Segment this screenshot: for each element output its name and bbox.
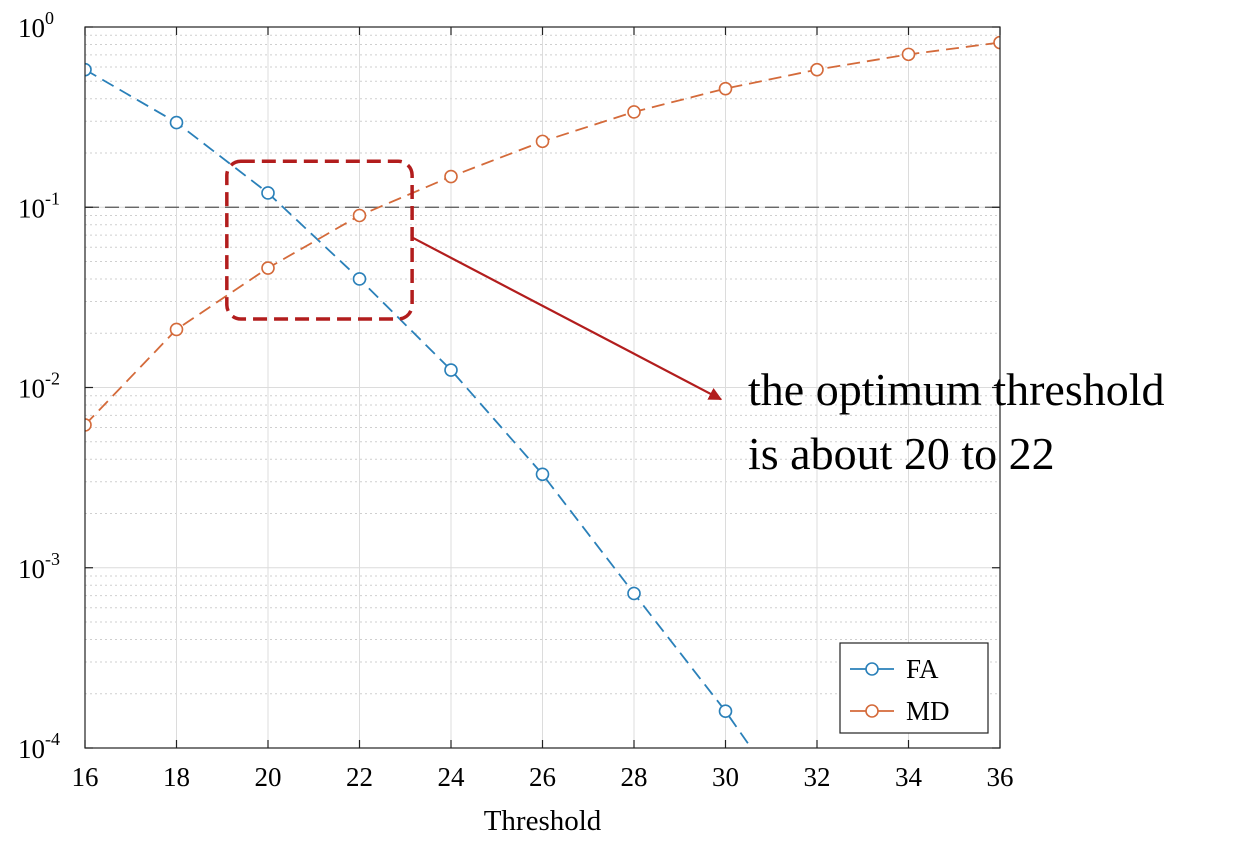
series-point-md [352, 208, 367, 223]
legend-box [839, 642, 989, 734]
x-tick-label: 28 [621, 762, 648, 792]
x-tick-label: 26 [529, 762, 556, 792]
x-axis-label: Threshold [484, 805, 602, 836]
series-point-md [718, 81, 733, 96]
annotation-text-line: the optimum threshold [748, 364, 1165, 415]
series-point-md [535, 134, 550, 149]
x-tick-label: 20 [255, 762, 282, 792]
tick-layer: 16 18 20 22 24 26 28 30 32 34 36 10-4 10-3 10-2 10-1 10… [18, 8, 1014, 792]
y-tick-label: 10-2 [18, 369, 60, 404]
series-point-md [85, 418, 92, 432]
y-tick-label: 100 [18, 8, 54, 43]
series-point-md [901, 47, 916, 62]
series-point-fa [261, 186, 275, 200]
annotation: the optimum threshold is about 20 to 22 [225, 159, 1165, 479]
series-point-fa [627, 586, 641, 601]
axis-labels: Threshold [484, 805, 602, 837]
series-point-md [810, 62, 824, 77]
series-point-md [169, 322, 184, 337]
series-point-md [261, 261, 275, 275]
annotation-arrow [411, 236, 723, 401]
x-tick-label: 30 [712, 762, 739, 792]
annotation-text-line: is about 20 to 22 [748, 428, 1055, 479]
series-point-fa [169, 115, 184, 130]
series-line-fa [85, 68, 753, 748]
x-tick-label: 16 [72, 762, 99, 792]
series-point-fa [718, 704, 733, 719]
y-tick-label: 10-1 [18, 188, 60, 223]
highlight-box [225, 159, 414, 321]
series-point-fa [444, 363, 458, 377]
series-point-fa [352, 272, 367, 286]
series-point-md [993, 35, 1000, 50]
y-tick-label: 10-4 [18, 729, 60, 764]
legend-marker-md [865, 704, 879, 718]
x-tick-label: 34 [895, 762, 923, 792]
x-tick-label: 36 [987, 762, 1014, 792]
x-tick-label: 22 [346, 762, 373, 792]
series-layer [85, 35, 1000, 748]
x-tick-label: 32 [804, 762, 831, 792]
series-point-fa [85, 62, 92, 77]
legend-label-fa: FA [906, 654, 939, 684]
y-tick-label: 10-3 [18, 549, 60, 584]
x-tick-label: 18 [163, 762, 190, 792]
series-point-md [444, 169, 458, 184]
x-tick-label: 24 [438, 762, 466, 792]
legend: FA MD [839, 642, 989, 734]
legend-marker-fa [865, 662, 879, 676]
series-point-fa [535, 467, 550, 482]
series-point-md [627, 105, 641, 119]
legend-label-md: MD [906, 696, 950, 726]
